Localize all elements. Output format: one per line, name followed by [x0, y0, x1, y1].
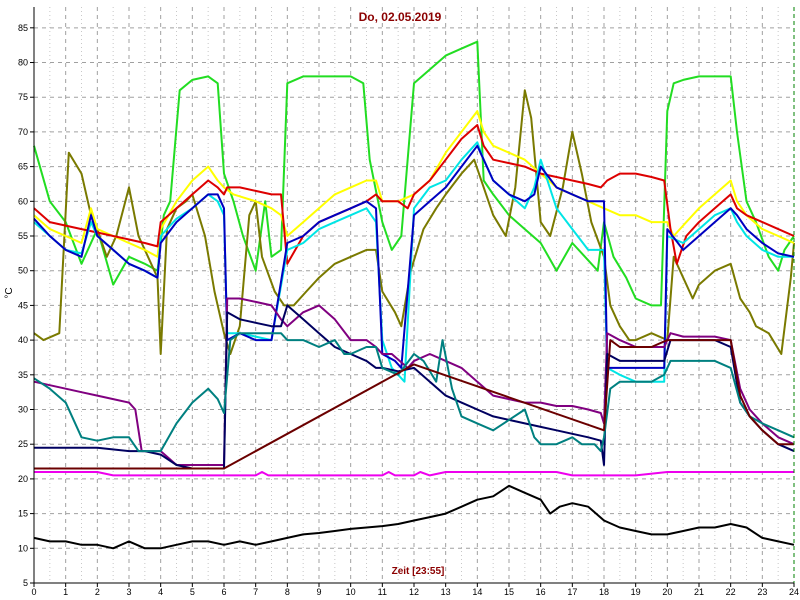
series-line-12: [33, 484, 795, 550]
series-line-1: [33, 40, 795, 307]
y-tick-label: 5: [23, 578, 28, 588]
grid: [34, 7, 794, 584]
y-tick-label: 20: [18, 474, 28, 484]
y-tick-label: 15: [18, 509, 28, 519]
x-tick-label: 14: [472, 587, 482, 597]
x-tick-label: 11: [378, 587, 387, 597]
x-tick-label: 17: [567, 587, 577, 597]
x-tick-label: 21: [694, 587, 704, 597]
x-tick-label: 15: [504, 587, 514, 597]
y-tick-label: 10: [18, 543, 28, 553]
y-tick-label: 45: [18, 300, 28, 310]
x-tick-label: 9: [316, 587, 321, 597]
y-tick-label: 65: [18, 162, 28, 172]
x-tick-label: 13: [441, 587, 451, 597]
series-layer: [33, 40, 795, 550]
x-tick-label: 12: [409, 587, 419, 597]
x-tick-label: 18: [599, 587, 609, 597]
x-tick-label: 6: [221, 587, 226, 597]
x-tick-label: 5: [190, 587, 195, 597]
y-tick-label: 85: [18, 23, 28, 33]
y-tick-label: 40: [18, 335, 28, 345]
y-tick-label: 55: [18, 231, 28, 241]
x-tick-label: 19: [631, 587, 641, 597]
x-tick-label: 3: [126, 587, 131, 597]
x-tick-label: 4: [158, 587, 163, 597]
y-tick-label: 60: [18, 196, 28, 206]
chart-title: Do, 02.05.2019: [359, 10, 442, 24]
y-axis-label: °C: [4, 287, 15, 298]
y-tick-label: 30: [18, 405, 28, 415]
y-tick-label: 80: [18, 58, 28, 68]
series-line-2: [33, 89, 795, 355]
x-tick-label: 10: [346, 587, 356, 597]
x-tick-label: 7: [253, 587, 258, 597]
axes: 0 1 2 3 4 5 6 7 8 9 10 11 12 13 14 15 16 17 18 19 20 21 22 23 24…: [18, 7, 799, 597]
y-tick-label: 35: [18, 370, 28, 380]
x-tick-label: 16: [536, 587, 546, 597]
y-tick-label: 70: [18, 127, 28, 137]
y-tick-label: 25: [18, 439, 28, 449]
x-tick-label: 2: [95, 587, 100, 597]
x-axis-label: Zeit [23:55]: [392, 566, 445, 577]
x-tick-label: 8: [285, 587, 290, 597]
y-tick-label: 50: [18, 266, 28, 276]
series-line-11: [34, 471, 794, 477]
series-line-9: [33, 332, 795, 453]
x-tick-label: 20: [662, 587, 672, 597]
y-tick-label: 75: [18, 92, 28, 102]
x-tick-label: 0: [31, 587, 36, 597]
x-tick-label: 22: [726, 587, 736, 597]
x-tick-label: 24: [789, 587, 799, 597]
series-line-10: [34, 339, 794, 470]
x-tick-label: 1: [63, 587, 68, 597]
x-tick-label: 23: [757, 587, 767, 597]
